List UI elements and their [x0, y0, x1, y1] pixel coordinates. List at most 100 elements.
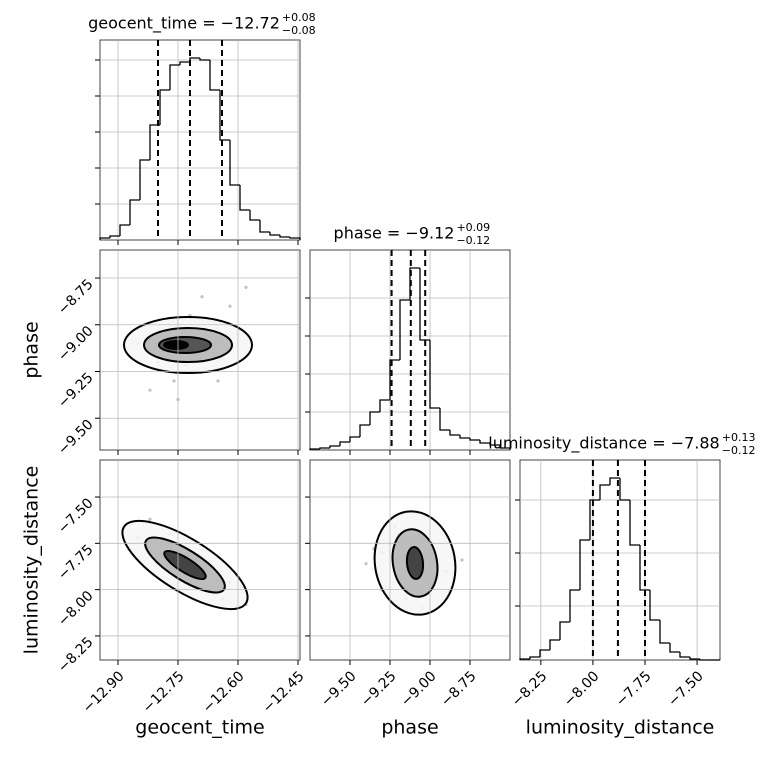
scatter-point — [460, 558, 464, 562]
histogram-bin — [179, 61, 190, 65]
histogram-bin — [329, 445, 340, 448]
density-core — [163, 340, 189, 350]
histogram-bin — [239, 185, 250, 211]
histogram-bin — [619, 478, 630, 501]
histogram-bin — [579, 539, 590, 590]
y-tick-label: −8.25 — [55, 634, 97, 676]
histogram-bin — [209, 60, 220, 91]
title-lower-error: −0.08 — [282, 24, 316, 37]
histogram-bin — [629, 500, 640, 546]
scatter-point — [216, 379, 220, 383]
x-tick-label: −8.75 — [438, 668, 480, 710]
histogram-bin — [279, 235, 290, 238]
histogram-bin — [589, 499, 600, 540]
histogram-bin — [289, 237, 301, 240]
histogram-bin — [129, 199, 140, 225]
histogram-bin — [109, 235, 120, 238]
x-axis-label: luminosity_distance — [526, 717, 715, 739]
panel-frame — [99, 459, 301, 661]
x-tick-label: −7.50 — [665, 668, 707, 710]
y-axis-label: luminosity_distance — [21, 466, 43, 655]
x-tick-label: −8.25 — [509, 668, 551, 710]
histogram-bin — [269, 232, 280, 236]
y-tick-label: −8.00 — [55, 588, 97, 630]
x-axis-label: phase — [381, 717, 438, 739]
histogram-bin — [249, 210, 260, 221]
histogram-bin — [319, 447, 330, 449]
x-tick-label: −12.75 — [140, 668, 188, 716]
histogram-bin — [559, 621, 570, 640]
x-tick-label: −12.90 — [80, 668, 128, 716]
histogram-bin — [149, 124, 160, 160]
histogram-bin — [549, 639, 560, 650]
histogram-bin — [259, 220, 270, 233]
panel-title: geocent_time = −12.72 — [88, 14, 280, 34]
histogram-bin — [689, 657, 700, 660]
histogram-bin — [199, 58, 210, 61]
histogram-bin — [679, 652, 690, 658]
histogram-bin — [609, 477, 620, 485]
scatter-point — [148, 388, 152, 392]
histogram-bin — [639, 545, 650, 591]
histogram-bin — [489, 443, 500, 446]
y-tick-label: −9.00 — [55, 323, 97, 365]
histogram-bin — [459, 435, 470, 439]
histogram-bin — [99, 237, 110, 240]
histogram-bin — [439, 408, 450, 431]
histogram-bin — [569, 589, 580, 622]
x-tick-label: −12.60 — [200, 668, 248, 716]
histogram-bin — [389, 359, 400, 400]
density-core — [163, 549, 207, 581]
y-tick-label: −7.50 — [55, 495, 97, 537]
histogram-bin — [499, 445, 511, 450]
x-axis-label: geocent_time — [135, 717, 264, 739]
histogram-bin — [139, 159, 150, 200]
histogram-bin — [529, 656, 540, 659]
x-tick-label: −9.00 — [398, 668, 440, 710]
histogram-bin — [369, 411, 380, 425]
histogram-bin — [669, 643, 680, 653]
histogram-bin — [399, 299, 410, 360]
histogram-bin — [359, 424, 370, 437]
histogram-bin — [599, 484, 610, 500]
histogram-bin — [479, 440, 490, 444]
panel-frame — [99, 249, 301, 451]
panel-title: phase = −9.12 — [334, 224, 455, 243]
panel-frame — [519, 459, 721, 661]
scatter-point — [172, 379, 176, 383]
y-axis-label: phase — [21, 321, 43, 378]
scatter-point — [244, 285, 248, 289]
histogram-bin — [169, 64, 180, 90]
x-tick-label: −12.45 — [260, 668, 308, 716]
y-tick-label: −9.25 — [55, 370, 97, 412]
histogram-bin — [379, 399, 390, 412]
histogram-bin — [649, 590, 660, 621]
histogram-bin — [309, 448, 320, 450]
panel-title: luminosity_distance = −7.88 — [488, 434, 719, 454]
histogram-bin — [699, 659, 710, 661]
histogram-bin — [159, 89, 170, 125]
panel-frame — [309, 459, 511, 661]
histogram-bin — [469, 438, 480, 441]
histogram-bin — [419, 268, 430, 341]
histogram-bin — [229, 140, 240, 186]
scatter-point — [148, 517, 152, 521]
title-lower-error: −0.12 — [456, 234, 490, 247]
histogram-bin — [659, 620, 670, 644]
histogram-bin — [349, 436, 360, 442]
y-tick-label: −9.50 — [55, 417, 97, 459]
x-tick-label: −7.75 — [613, 668, 655, 710]
histogram-bin — [409, 267, 420, 300]
x-tick-label: −9.25 — [358, 668, 400, 710]
scatter-point — [200, 295, 204, 299]
y-tick-label: −7.75 — [55, 542, 97, 584]
x-tick-label: −8.00 — [561, 668, 603, 710]
x-tick-label: −9.50 — [318, 668, 360, 710]
y-tick-label: −8.75 — [55, 276, 97, 318]
title-lower-error: −0.12 — [722, 444, 756, 457]
histogram-bin — [219, 90, 230, 141]
title-upper-error: +0.13 — [722, 431, 756, 444]
title-upper-error: +0.09 — [456, 221, 490, 234]
scatter-point — [364, 562, 368, 566]
